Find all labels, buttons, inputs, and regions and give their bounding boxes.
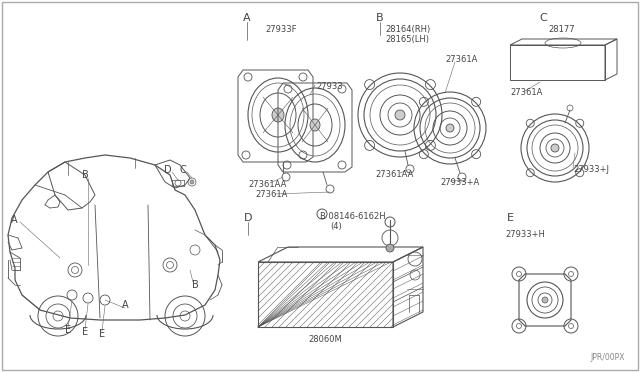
Circle shape: [551, 144, 559, 152]
Text: 27361AA: 27361AA: [248, 180, 286, 189]
Text: 27933+H: 27933+H: [505, 230, 545, 239]
Text: A: A: [11, 215, 17, 225]
Text: C: C: [180, 165, 186, 175]
Text: B 08146-6162H: B 08146-6162H: [320, 212, 386, 221]
Text: B: B: [191, 280, 198, 290]
Text: JPR/00PX: JPR/00PX: [591, 353, 625, 362]
Text: 27361A: 27361A: [510, 88, 542, 97]
Text: 28060M: 28060M: [308, 335, 342, 344]
Text: 27933+A: 27933+A: [440, 178, 479, 187]
Text: 27933: 27933: [316, 82, 342, 91]
Text: C: C: [539, 13, 547, 23]
Text: 28164(RH): 28164(RH): [385, 25, 430, 34]
Text: 27933F: 27933F: [265, 25, 296, 34]
Text: 27361AA: 27361AA: [375, 170, 413, 179]
Text: 28177: 28177: [548, 25, 575, 34]
Text: D: D: [244, 213, 252, 223]
Text: E: E: [99, 329, 105, 339]
Text: E: E: [82, 327, 88, 337]
Ellipse shape: [310, 119, 320, 131]
Text: 27933+J: 27933+J: [573, 165, 609, 174]
Text: E: E: [506, 213, 513, 223]
Circle shape: [190, 180, 194, 184]
Circle shape: [395, 110, 405, 120]
Ellipse shape: [272, 108, 284, 122]
Text: 27361A: 27361A: [445, 55, 477, 64]
Text: D: D: [164, 165, 172, 175]
Text: A: A: [122, 300, 128, 310]
Text: A: A: [243, 13, 251, 23]
Circle shape: [542, 297, 548, 303]
Circle shape: [446, 124, 454, 132]
Text: E: E: [65, 325, 71, 335]
Text: (4): (4): [330, 222, 342, 231]
Text: B: B: [376, 13, 384, 23]
Circle shape: [386, 244, 394, 252]
Text: B: B: [82, 170, 88, 180]
Text: 28165(LH): 28165(LH): [385, 35, 429, 44]
Text: 27361A: 27361A: [255, 190, 287, 199]
